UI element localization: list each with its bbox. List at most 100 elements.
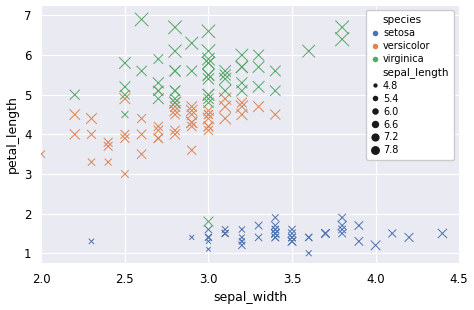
Point (188, 120, 196, 125)
Point (205, 49, 212, 54)
Point (255, 84, 263, 89)
Point (238, 80, 246, 85)
Point (221, 231, 229, 236)
Point (104, 144, 112, 149)
Point (438, 231, 446, 236)
Point (221, 104, 229, 109)
Point (338, 227, 346, 232)
Point (171, 25, 179, 30)
Point (88, 116, 95, 121)
Point (121, 171, 128, 176)
Point (205, 60, 212, 65)
Point (205, 60, 212, 65)
Point (338, 231, 346, 236)
Point (188, 120, 196, 125)
Point (322, 231, 329, 236)
Point (171, 88, 179, 93)
Point (104, 160, 112, 165)
Point (238, 243, 246, 248)
Point (171, 104, 179, 109)
Point (138, 69, 146, 73)
Point (71, 132, 79, 137)
Point (171, 100, 179, 105)
Point (238, 235, 246, 240)
Point (205, 92, 212, 97)
Point (205, 235, 212, 240)
Point (155, 136, 162, 141)
Point (205, 112, 212, 117)
Point (238, 227, 246, 232)
Point (71, 92, 79, 97)
Point (171, 132, 179, 137)
Point (188, 69, 196, 73)
Point (155, 96, 162, 101)
Point (322, 231, 329, 236)
Point (155, 80, 162, 85)
Point (188, 108, 196, 113)
Point (272, 88, 279, 93)
Point (288, 239, 296, 244)
Point (238, 53, 246, 58)
Point (205, 73, 212, 78)
Point (121, 92, 128, 97)
Point (155, 88, 162, 93)
Point (171, 108, 179, 113)
Point (255, 53, 263, 58)
Point (205, 247, 212, 252)
Point (155, 136, 162, 141)
Point (171, 112, 179, 117)
Point (405, 235, 413, 240)
Point (305, 235, 312, 240)
Point (188, 235, 196, 240)
Point (305, 49, 312, 54)
Point (121, 84, 128, 89)
Point (205, 219, 212, 224)
Point (272, 235, 279, 240)
Point (171, 128, 179, 133)
Point (171, 69, 179, 73)
Point (104, 140, 112, 145)
Point (372, 243, 379, 248)
Point (272, 231, 279, 236)
Point (188, 112, 196, 117)
Point (288, 227, 296, 232)
Point (272, 112, 279, 117)
Point (205, 76, 212, 81)
Point (171, 88, 179, 93)
Point (88, 132, 95, 137)
Point (37, 152, 45, 157)
Point (205, 112, 212, 117)
Point (138, 17, 146, 22)
Point (138, 132, 146, 137)
Point (121, 60, 128, 65)
Point (221, 96, 229, 101)
Point (272, 223, 279, 228)
Point (205, 92, 212, 97)
Point (88, 160, 95, 165)
Point (205, 29, 212, 34)
Point (205, 124, 212, 129)
Point (272, 231, 279, 236)
Point (288, 239, 296, 244)
Point (138, 116, 146, 121)
Point (121, 132, 128, 137)
Point (121, 112, 128, 117)
Point (238, 64, 246, 69)
Point (272, 235, 279, 240)
Point (389, 231, 396, 236)
Point (138, 152, 146, 157)
Point (205, 96, 212, 101)
Point (355, 239, 363, 244)
Point (221, 231, 229, 236)
Point (338, 37, 346, 42)
Point (238, 112, 246, 117)
Point (238, 88, 246, 93)
Point (121, 136, 128, 141)
Point (205, 227, 212, 232)
Point (205, 116, 212, 121)
Point (322, 231, 329, 236)
Point (205, 57, 212, 62)
Point (155, 88, 162, 93)
Point (255, 223, 263, 228)
Point (221, 116, 229, 121)
